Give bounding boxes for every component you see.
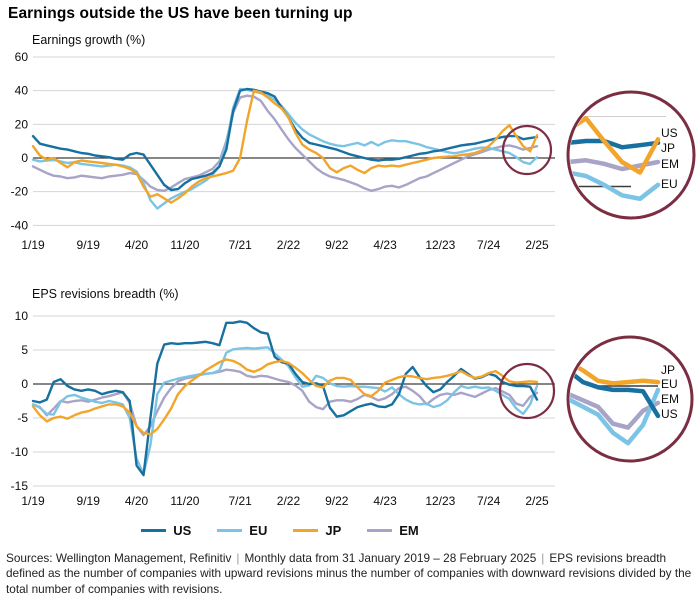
legend-swatch-EU — [217, 528, 243, 533]
x-tick-label: 7/24 — [477, 238, 501, 252]
legend-label: EU — [249, 523, 268, 538]
source-separator: | — [541, 551, 545, 565]
y-tick-label: 20 — [15, 117, 29, 131]
legend-label: JP — [325, 523, 342, 538]
series-line-EM — [31, 368, 539, 437]
series-line-US — [31, 87, 539, 192]
series-line-JP — [31, 358, 539, 436]
source-separator: | — [236, 551, 240, 565]
inset-line-EU — [570, 170, 661, 202]
inset-label-US: US — [661, 407, 678, 421]
inset-label-JP: JP — [661, 141, 675, 155]
source-text-part: EPS revisions breadth defined as the num… — [6, 551, 692, 596]
y-tick-label: -15 — [11, 479, 29, 493]
x-tick-label: 4/23 — [373, 494, 397, 508]
x-tick-label: 11/20 — [170, 238, 199, 252]
inset-line-EU — [570, 387, 661, 446]
legend-label: EM — [399, 523, 419, 538]
x-tick-label: 1/19 — [21, 238, 45, 252]
x-tick-label: 4/23 — [373, 238, 397, 252]
series-line-EU — [31, 87, 539, 210]
legend-swatch-JP — [293, 528, 319, 533]
legend-item-JP: JP — [293, 523, 341, 538]
y-tick-label: 0 — [21, 377, 28, 391]
x-tick-label: 9/22 — [325, 238, 349, 252]
x-tick-label: 2/22 — [277, 494, 301, 508]
x-tick-label: 12/23 — [425, 238, 455, 252]
x-tick-label: 11/20 — [170, 494, 199, 508]
series-line-JP — [31, 89, 539, 204]
legend-swatch-EM — [367, 528, 393, 533]
legend-item-EU: EU — [217, 523, 267, 538]
legend-swatch-US — [141, 528, 167, 533]
figure-title: Earnings outside the US have been turnin… — [8, 5, 353, 22]
source-note: Sources: Wellington Management, Refiniti… — [6, 551, 696, 597]
legend-label: US — [173, 523, 192, 538]
y-tick-label: -5 — [17, 411, 28, 425]
legend-item-US: US — [141, 523, 191, 538]
inset-label-US: US — [661, 126, 678, 140]
x-tick-label: 2/22 — [277, 238, 301, 252]
inset-label-EU: EU — [661, 377, 678, 391]
x-tick-label: 2/25 — [525, 238, 549, 252]
highlight-circle — [501, 124, 553, 176]
y-tick-label: -10 — [11, 445, 29, 459]
inset-line-JP — [570, 359, 661, 386]
x-tick-label: 4/20 — [125, 238, 149, 252]
y-tick-label: 5 — [21, 343, 28, 357]
inset-label-EU: EU — [661, 177, 678, 191]
inset-label-EM: EM — [661, 157, 679, 171]
x-tick-label: 7/21 — [228, 238, 252, 252]
x-tick-label: 9/19 — [77, 494, 101, 508]
y-tick-label: 60 — [15, 50, 29, 64]
bottom-chart-title: EPS revisions breadth (%) — [32, 287, 179, 301]
earnings-growth-chart: 60 40 20 0 -20 -40 1/19 9/19 4/20 11/20 7/21 2/22 9/… — [11, 50, 555, 252]
inset-line-EM — [570, 391, 661, 430]
y-tick-label: 40 — [15, 84, 29, 98]
inset-line-JP — [570, 116, 661, 175]
y-tick-label: -40 — [11, 218, 29, 232]
x-tick-label: 2/25 — [525, 494, 549, 508]
highlight-circle — [498, 362, 556, 420]
x-tick-label: 12/23 — [425, 494, 455, 508]
x-tick-label: 9/22 — [325, 494, 349, 508]
x-tick-label: 7/21 — [228, 494, 252, 508]
inset-label-JP: JP — [661, 363, 675, 377]
legend-item-EM: EM — [367, 523, 419, 538]
x-tick-label: 4/20 — [125, 494, 149, 508]
source-text-part: Sources: Wellington Management, Refiniti… — [6, 551, 232, 565]
source-text-part: Monthly data from 31 January 2019 – 28 F… — [244, 551, 537, 565]
inset-circle-border — [566, 90, 696, 220]
eps-revisions-chart: 10 5 0 -5 -10 -151/19 9/19 4/20 11/20 7/21 2/22 9/2… — [11, 309, 556, 508]
x-tick-label: 7/24 — [477, 494, 501, 508]
inset-line-US — [570, 138, 661, 150]
y-tick-label: -20 — [11, 185, 29, 199]
series-line-EU — [31, 346, 539, 475]
series-line-EM — [31, 94, 539, 193]
x-tick-label: 9/19 — [77, 238, 101, 252]
legend: US EU JP EM — [0, 523, 560, 538]
y-tick-label: 10 — [15, 309, 29, 323]
inset-line-US — [570, 368, 661, 419]
inset-label-EM: EM — [661, 392, 679, 406]
y-tick-label: 0 — [21, 151, 28, 165]
inset-circle-border — [566, 335, 694, 463]
x-tick-label: 1/19 — [21, 494, 45, 508]
top-chart-title: Earnings growth (%) — [32, 33, 146, 47]
